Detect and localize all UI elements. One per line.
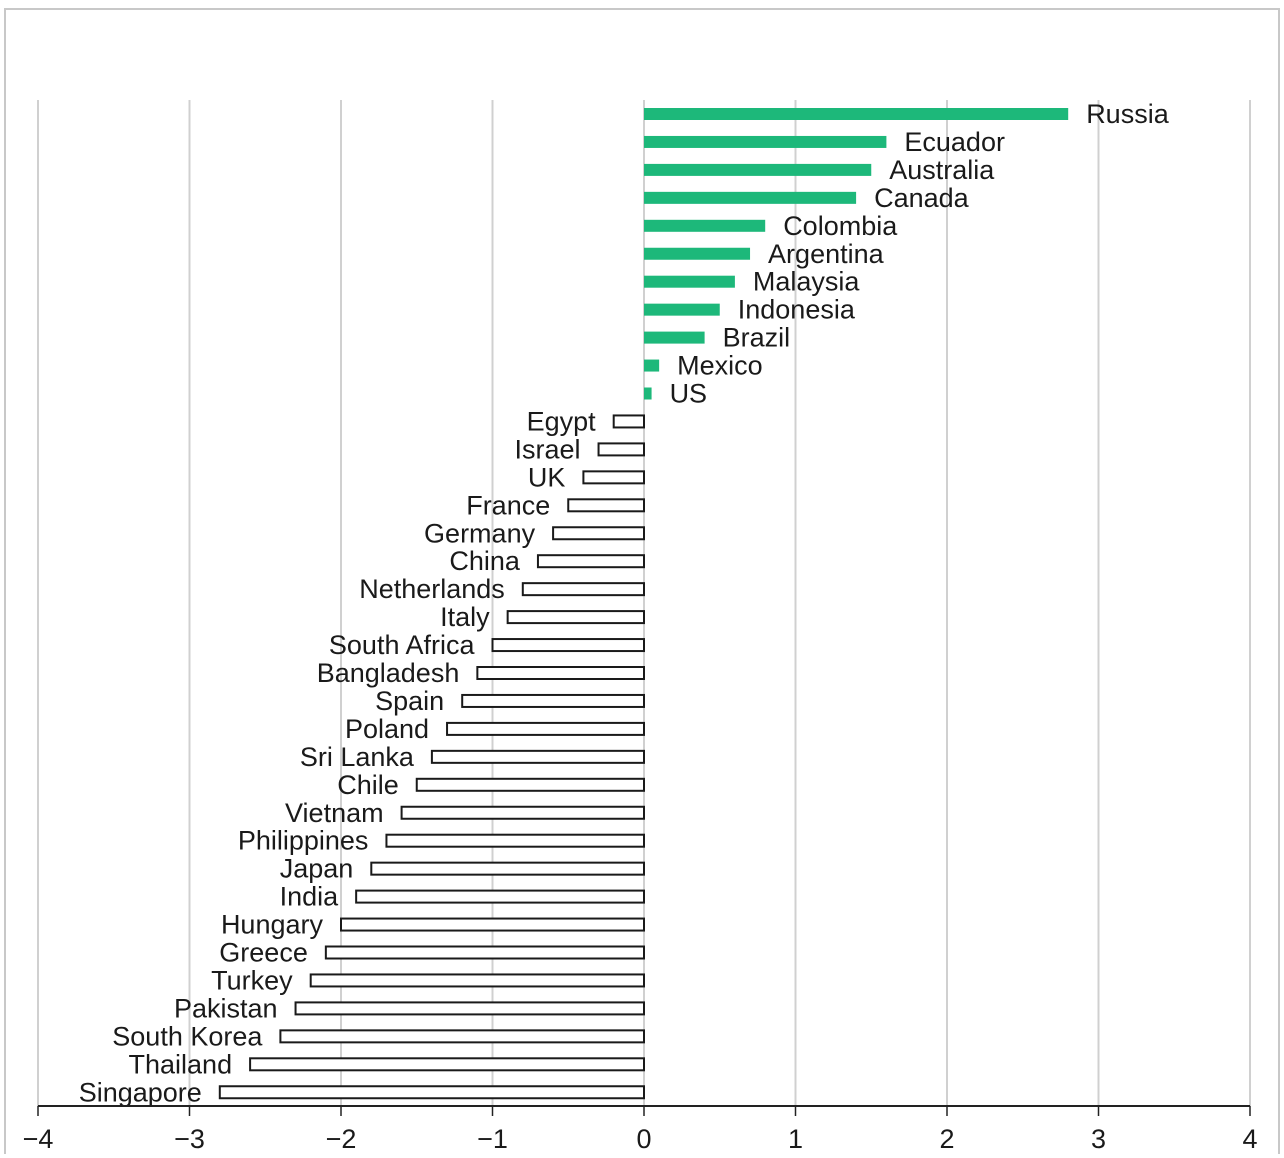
bar-italy — [506, 610, 645, 625]
bar-colombia — [644, 219, 766, 232]
bar-bangladesh — [476, 666, 645, 680]
category-label-canada: Canada — [874, 183, 970, 213]
category-label-vietnam: Vietnam — [285, 798, 384, 828]
category-label-india: India — [280, 882, 340, 912]
bar-hungary — [340, 917, 645, 932]
category-label-egypt: Egypt — [527, 406, 597, 436]
bar-canada — [644, 191, 857, 204]
category-label-brazil: Brazil — [723, 323, 791, 353]
category-labels: Russia EcuadorAustraliaCanadaColombiaArge… — [79, 99, 1170, 1107]
bar-sri-lanka — [430, 749, 645, 764]
bar-indonesia — [644, 303, 720, 316]
bar-thailand — [249, 1057, 645, 1072]
bar-singapore — [218, 1085, 646, 1100]
bar-greece — [324, 945, 645, 960]
category-label-chile: Chile — [337, 770, 399, 800]
category-label-spain: Spain — [375, 686, 444, 716]
x-tick-label-3: −1 — [477, 1124, 508, 1154]
bar-china — [536, 554, 646, 569]
bar-south-africa — [491, 638, 645, 653]
bar-japan — [370, 861, 645, 876]
bar-south-korea — [279, 1029, 645, 1044]
bar-poland — [446, 721, 645, 736]
bar-germany — [552, 526, 645, 541]
bar-france — [567, 498, 645, 513]
bar-spain — [461, 693, 646, 708]
bar-brazil — [644, 331, 705, 344]
category-label-turkey: Turkey — [211, 965, 293, 995]
bar-ecuador — [644, 135, 887, 148]
bar-india — [355, 889, 645, 904]
bar-argentina — [644, 247, 751, 260]
bar-egypt — [612, 414, 646, 429]
bar-pakistan — [294, 1001, 645, 1016]
bar-malaysia — [644, 275, 735, 288]
x-tick-label-5: 1 — [788, 1124, 803, 1154]
x-tick-label-8: 4 — [1242, 1124, 1257, 1154]
bar-israel — [597, 442, 645, 457]
x-tick-label-1: −3 — [174, 1124, 205, 1154]
bar-us — [644, 387, 652, 400]
category-label-germany: Germany — [424, 518, 536, 548]
category-label-thailand: Thailand — [129, 1049, 233, 1079]
bars — [218, 108, 1069, 1100]
category-label-malaysia: Malaysia — [753, 267, 861, 297]
category-label-japan: Japan — [280, 854, 354, 884]
category-label-greece: Greece — [219, 938, 308, 968]
bar-russia — [644, 108, 1069, 120]
x-tick-label-2: −2 — [326, 1124, 357, 1154]
category-label-philippines: Philippines — [238, 826, 369, 856]
category-label-sri-lanka: Sri Lanka — [300, 742, 415, 772]
category-label-hungary: Hungary — [221, 910, 324, 940]
x-tick-label-4: 0 — [636, 1124, 651, 1154]
category-label-us: US — [670, 379, 708, 409]
bar-australia — [644, 163, 872, 176]
category-label-uk: UK — [528, 462, 566, 492]
category-label-italy: Italy — [440, 602, 490, 632]
category-label-south-africa: South Africa — [329, 630, 476, 660]
category-label-mexico: Mexico — [677, 351, 763, 381]
bar-turkey — [309, 973, 645, 988]
bar-vietnam — [400, 805, 645, 820]
category-label-china: China — [449, 546, 521, 576]
bar-mexico — [644, 359, 660, 372]
category-label-colombia: Colombia — [783, 211, 898, 241]
category-label-russia: Russia — [1086, 99, 1170, 129]
category-label-australia: Australia — [889, 155, 995, 185]
grid-lines — [37, 100, 1251, 1106]
category-label-ecuador: Ecuador — [904, 127, 1005, 157]
x-tick-label-0: −4 — [23, 1124, 54, 1154]
chart-frame — [4, 8, 1280, 1154]
category-label-south-korea: South Korea — [112, 1021, 263, 1051]
category-label-pakistan: Pakistan — [174, 993, 278, 1023]
category-label-argentina: Argentina — [768, 239, 885, 269]
x-tick-label-7: 3 — [1091, 1124, 1106, 1154]
x-tick-label-6: 2 — [939, 1124, 954, 1154]
category-label-bangladesh: Bangladesh — [317, 658, 460, 688]
bar-uk — [582, 470, 646, 485]
x-axis: −4 −3 −2 −1 0 1 2 3 4 — [23, 1105, 1258, 1154]
bar-philippines — [385, 833, 645, 848]
category-label-singapore: Singapore — [79, 1077, 202, 1107]
bar-chile — [415, 777, 645, 792]
category-label-poland: Poland — [345, 714, 429, 744]
category-label-israel: Israel — [515, 434, 581, 464]
category-label-france: France — [466, 490, 550, 520]
bar-netherlands — [521, 582, 645, 597]
category-label-indonesia: Indonesia — [738, 295, 856, 325]
category-label-netherlands: Netherlands — [359, 574, 505, 604]
